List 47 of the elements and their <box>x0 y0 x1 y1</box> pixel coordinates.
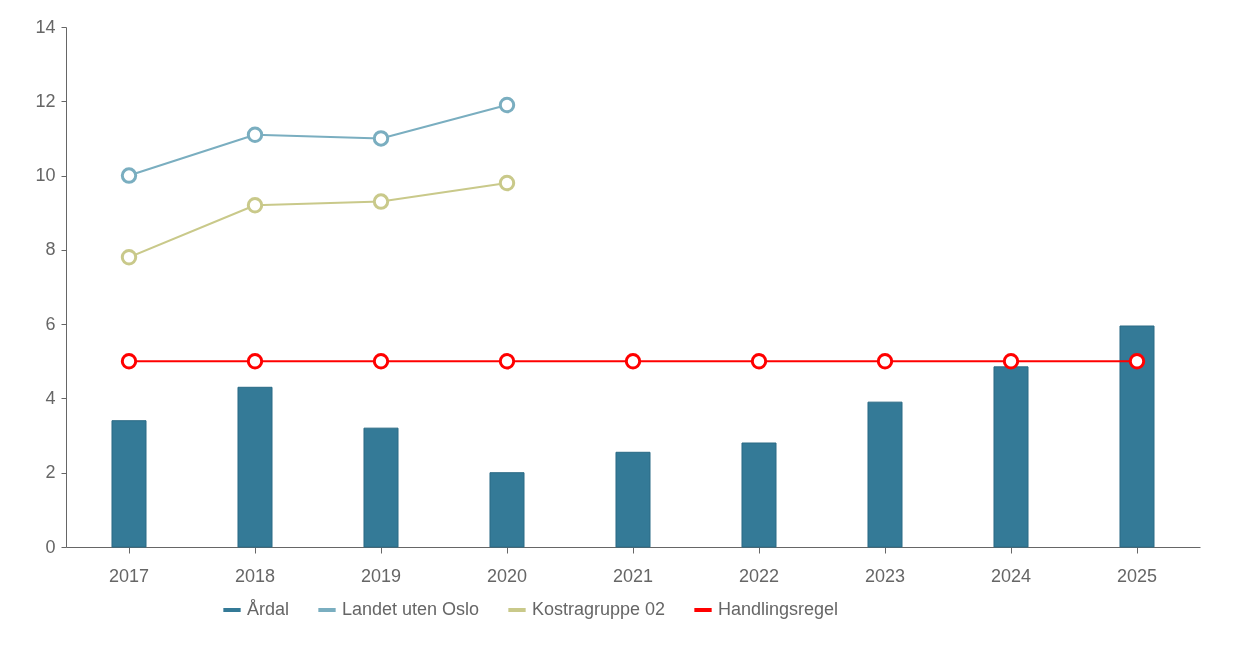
point <box>372 130 390 147</box>
x-tick-label: 2025 <box>1116 565 1158 586</box>
y-tick-label: 0 <box>45 536 56 557</box>
y-tick-label: 14 <box>35 16 56 37</box>
point <box>750 353 768 370</box>
y-tick-label: 8 <box>45 239 56 260</box>
bar <box>615 451 651 548</box>
point <box>498 174 516 192</box>
point <box>624 353 642 370</box>
x-tick-label: 2019 <box>360 565 402 586</box>
point <box>120 249 138 266</box>
x-tick-label: 2022 <box>738 565 780 586</box>
point <box>498 96 516 114</box>
point <box>372 193 390 210</box>
bar <box>1119 325 1155 548</box>
bar <box>489 472 525 548</box>
legend-label: Handlingsregel <box>718 599 839 619</box>
bar <box>993 366 1029 548</box>
point <box>876 353 894 370</box>
x-tick-label: 2017 <box>108 565 150 586</box>
legend-label: Landet uten Oslo <box>342 599 480 619</box>
y-tick-label: 10 <box>35 165 56 186</box>
point <box>120 167 138 184</box>
point <box>1128 353 1146 370</box>
x-tick-label: 2021 <box>612 565 654 586</box>
bar <box>741 442 777 548</box>
point <box>246 126 264 143</box>
x-tick-label: 2018 <box>234 565 276 586</box>
point <box>246 197 264 214</box>
point <box>246 353 264 370</box>
bar <box>867 401 903 548</box>
bar <box>111 420 147 548</box>
point <box>372 353 390 370</box>
legend-label: Årdal <box>247 599 290 619</box>
legend-label: Kostragruppe 02 <box>532 599 666 619</box>
x-tick-label: 2020 <box>486 565 528 586</box>
point <box>1002 353 1020 370</box>
y-tick-label: 6 <box>45 313 56 334</box>
y-tick-label: 4 <box>45 387 56 408</box>
point <box>498 353 516 370</box>
bar <box>363 427 399 548</box>
point <box>120 353 138 370</box>
y-tick-label: 12 <box>35 90 56 111</box>
bar <box>237 386 273 548</box>
y-tick-label: 2 <box>45 462 56 483</box>
x-tick-label: 2023 <box>864 565 906 586</box>
x-tick-label: 2024 <box>990 565 1032 586</box>
